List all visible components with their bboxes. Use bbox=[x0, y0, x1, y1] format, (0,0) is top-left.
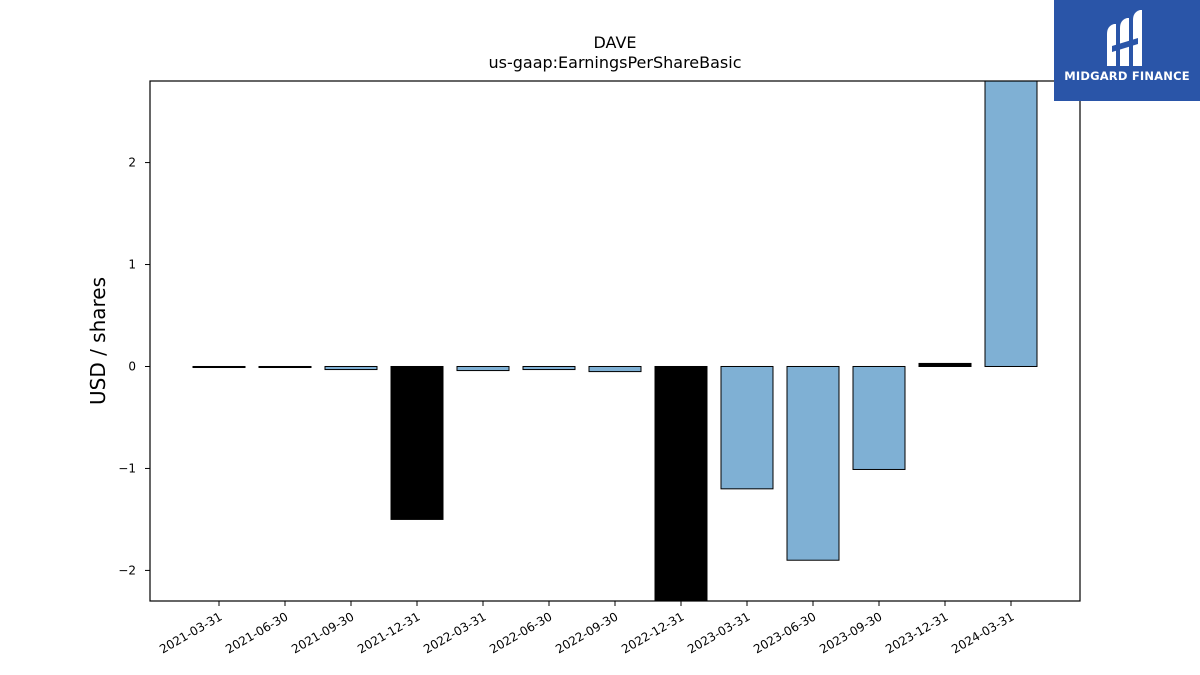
bar-2023-06-30 bbox=[786, 365, 840, 561]
x-tick-label: 2022-09-30 bbox=[553, 609, 620, 656]
x-tick-label: 2024-03-31 bbox=[949, 609, 1016, 656]
x-tick-label: 2023-09-30 bbox=[817, 609, 884, 656]
x-tick-label: 2022-03-31 bbox=[421, 609, 488, 656]
x-tick-label: 2022-12-31 bbox=[619, 609, 686, 656]
bar-2022-12-31 bbox=[654, 365, 708, 602]
bar-2022-09-30 bbox=[588, 365, 642, 373]
x-axis: 2021-03-312021-06-302021-09-302021-12-31… bbox=[157, 601, 1017, 656]
x-tick-label: 2023-12-31 bbox=[883, 609, 950, 656]
chart-subtitle: us-gaap:EarningsPerShareBasic bbox=[488, 53, 741, 72]
bar-2023-12-31 bbox=[918, 362, 972, 367]
y-tick-label: −2 bbox=[118, 563, 136, 577]
brand-name: MIDGARD FINANCE bbox=[1064, 69, 1190, 83]
bar-2021-09-30 bbox=[324, 365, 378, 371]
plot-frame bbox=[149, 80, 1081, 602]
x-tick-label: 2023-03-31 bbox=[685, 609, 752, 656]
x-tick-label: 2022-06-30 bbox=[487, 609, 554, 656]
bar-2023-03-31 bbox=[720, 365, 774, 490]
y-tick-label: 0 bbox=[128, 359, 136, 373]
bar-2021-12-31 bbox=[390, 365, 444, 520]
x-tick-label: 2021-12-31 bbox=[355, 609, 422, 656]
bar-2022-03-31 bbox=[456, 365, 510, 372]
x-tick-label: 2021-03-31 bbox=[157, 609, 224, 656]
bar-2024-03-31 bbox=[984, 80, 1038, 367]
bar-2021-03-31 bbox=[192, 365, 246, 369]
x-tick-label: 2021-06-30 bbox=[223, 609, 290, 656]
y-tick-label: 2 bbox=[128, 156, 136, 170]
bar-2021-06-30 bbox=[258, 365, 312, 369]
y-axis-label: USD / shares bbox=[86, 277, 110, 405]
y-tick-label: −1 bbox=[118, 461, 136, 475]
y-axis: −2 −1 0 1 2 bbox=[118, 156, 150, 577]
bar-2022-06-30 bbox=[522, 365, 576, 371]
x-tick-label: 2023-06-30 bbox=[751, 609, 818, 656]
y-tick-label: 1 bbox=[128, 258, 136, 272]
chart-title: DAVE bbox=[593, 33, 636, 52]
bar-2023-09-30 bbox=[852, 365, 906, 470]
midgard-logo-icon bbox=[1107, 10, 1142, 66]
bars-layer bbox=[192, 80, 1038, 602]
x-tick-label: 2021-09-30 bbox=[289, 609, 356, 656]
brand-logo: MIDGARD FINANCE bbox=[1054, 0, 1200, 101]
